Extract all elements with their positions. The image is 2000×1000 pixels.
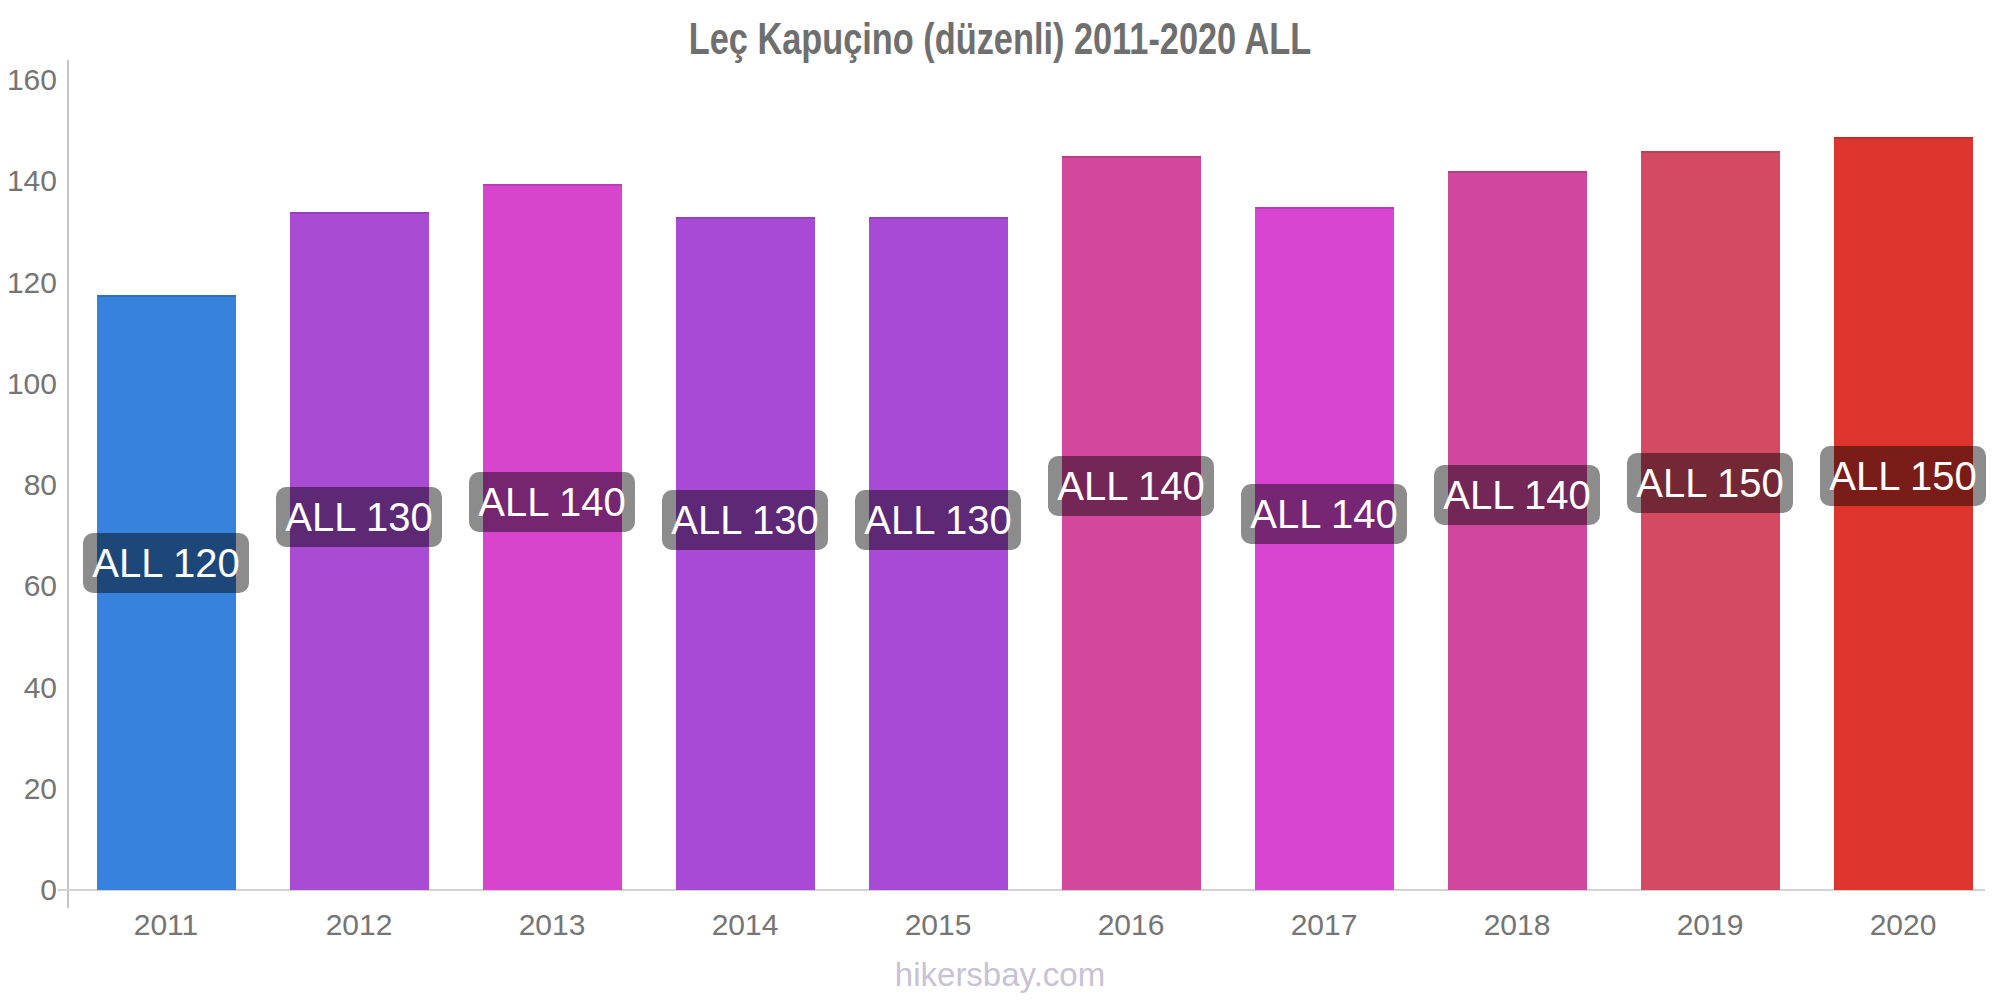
chart-title-wrap: Leç Kapuçino (düzenli) 2011-2020 ALL — [0, 14, 2000, 64]
x-axis-tick-label: 2017 — [1228, 908, 1421, 942]
y-axis-tick-label: 0 — [0, 875, 57, 905]
bar-2020[interactable] — [1834, 137, 1973, 890]
bar-2013[interactable] — [483, 184, 622, 890]
footer-link[interactable]: hikersbay.com — [0, 956, 2000, 994]
y-axis-tick-label: 80 — [0, 470, 57, 500]
bar-value-label: ALL 150 — [1627, 453, 1793, 513]
bar-2014[interactable] — [676, 217, 815, 890]
x-axis-tick-label: 2015 — [842, 908, 1035, 942]
bar-value-label: ALL 150 — [1820, 446, 1986, 506]
x-axis-tick-label: 2019 — [1614, 908, 1807, 942]
bar-value-label: ALL 120 — [83, 533, 249, 593]
bar-2018[interactable] — [1448, 171, 1587, 890]
y-axis-tick-label: 120 — [0, 268, 57, 298]
y-axis-tick-label: 160 — [0, 65, 57, 95]
bar-2017[interactable] — [1255, 207, 1394, 890]
bar-chart: Leç Kapuçino (düzenli) 2011-2020 ALL 0 20… — [0, 0, 2000, 1000]
bar-value-label: ALL 130 — [276, 487, 442, 547]
x-axis-tick-label: 2016 — [1035, 908, 1228, 942]
bar-value-label: ALL 130 — [662, 490, 828, 550]
chart-title: Leç Kapuçino (düzenli) 2011-2020 ALL — [689, 14, 1311, 64]
y-axis-tick-label: 100 — [0, 369, 57, 399]
y-axis-line — [67, 60, 69, 908]
y-axis-tick-label: 40 — [0, 673, 57, 703]
bar-value-label: ALL 130 — [855, 490, 1021, 550]
bar-2019[interactable] — [1641, 151, 1780, 890]
bar-2016[interactable] — [1062, 156, 1201, 890]
bar-value-label: ALL 140 — [469, 472, 635, 532]
x-axis-tick-label: 2013 — [456, 908, 649, 942]
bar-value-label: ALL 140 — [1434, 465, 1600, 525]
bar-value-label: ALL 140 — [1048, 456, 1214, 516]
x-axis-tick-label: 2012 — [263, 908, 456, 942]
bar-2012[interactable] — [290, 212, 429, 890]
x-axis-tick-label: 2011 — [70, 908, 263, 942]
x-axis-tick-label: 2020 — [1807, 908, 2000, 942]
y-axis-tick-label: 60 — [0, 571, 57, 601]
x-axis-tick-label: 2014 — [649, 908, 842, 942]
y-axis-tick-label: 20 — [0, 774, 57, 804]
bar-value-label: ALL 140 — [1241, 484, 1407, 544]
bar-2015[interactable] — [869, 217, 1008, 890]
x-axis-tick-label: 2018 — [1421, 908, 1614, 942]
y-axis-tick-label: 140 — [0, 166, 57, 196]
